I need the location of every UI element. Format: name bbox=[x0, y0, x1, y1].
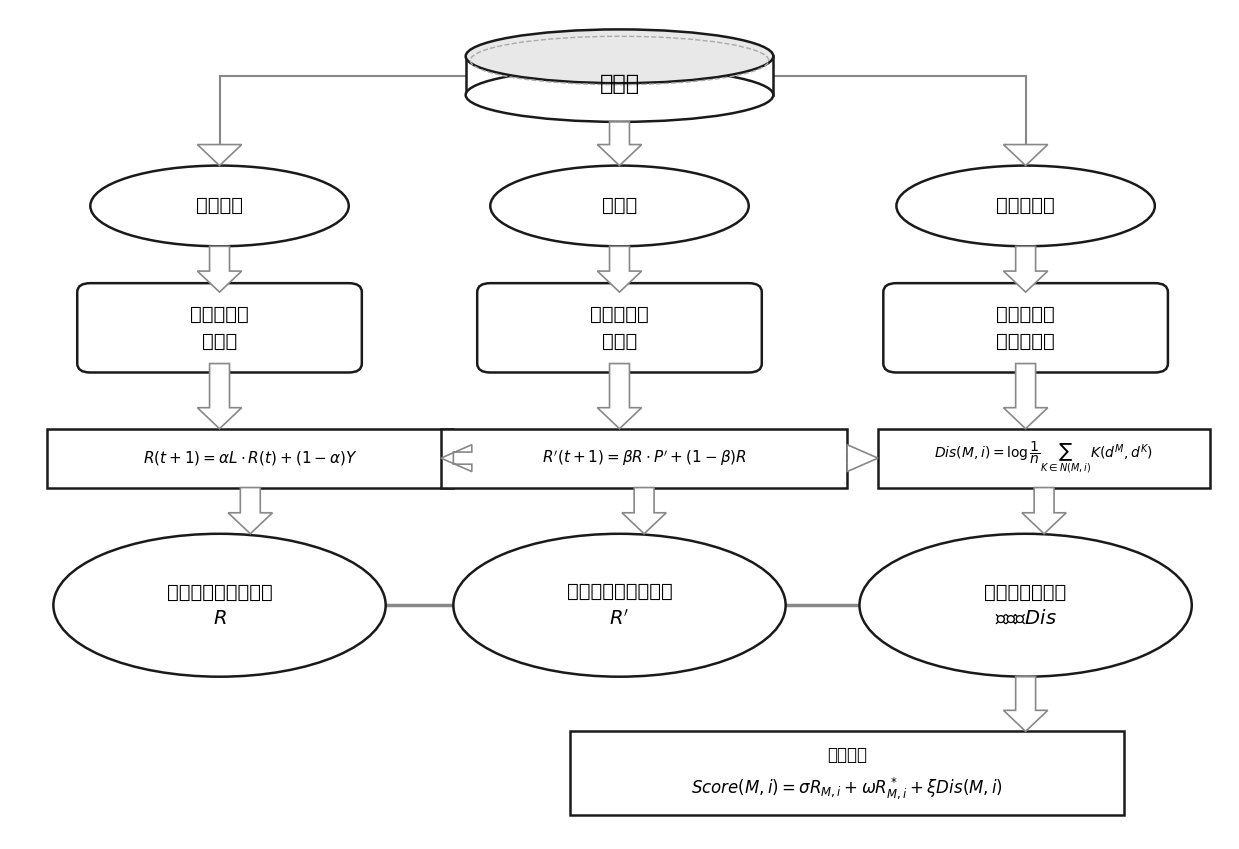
Ellipse shape bbox=[53, 534, 385, 677]
Text: 基于图像的
图学习: 基于图像的 图学习 bbox=[190, 305, 249, 351]
Polygon shape bbox=[622, 487, 667, 534]
Polygon shape bbox=[1004, 246, 1048, 292]
FancyBboxPatch shape bbox=[77, 284, 362, 373]
Polygon shape bbox=[228, 487, 273, 534]
Polygon shape bbox=[197, 363, 242, 429]
Text: 基于图像的得分矩阵
$R$: 基于图像的得分矩阵 $R$ bbox=[167, 582, 273, 628]
Ellipse shape bbox=[466, 30, 773, 83]
Text: 图像与标签
之间的映射: 图像与标签 之间的映射 bbox=[996, 305, 1054, 351]
Polygon shape bbox=[1004, 144, 1048, 166]
Polygon shape bbox=[1022, 487, 1067, 534]
Text: 数据集: 数据集 bbox=[600, 74, 639, 94]
Text: 基于标签的得分矩阵
$R'$: 基于标签的得分矩阵 $R'$ bbox=[566, 582, 673, 629]
Ellipse shape bbox=[466, 68, 773, 122]
Ellipse shape bbox=[896, 166, 1155, 246]
Polygon shape bbox=[597, 363, 642, 429]
Ellipse shape bbox=[860, 534, 1192, 677]
Ellipse shape bbox=[453, 534, 786, 677]
Polygon shape bbox=[597, 246, 642, 292]
FancyBboxPatch shape bbox=[883, 284, 1168, 373]
Polygon shape bbox=[441, 445, 472, 471]
FancyBboxPatch shape bbox=[477, 284, 762, 373]
Polygon shape bbox=[197, 144, 242, 166]
Text: $Dis(M,i)=\log\dfrac{1}{n}\underset{K\in N(M,i)}{\sum}K(d^M,d^K)$: $Dis(M,i)=\log\dfrac{1}{n}\underset{K\in… bbox=[934, 440, 1154, 476]
Polygon shape bbox=[197, 246, 242, 292]
Text: 基于标签的
图学习: 基于标签的 图学习 bbox=[590, 305, 649, 351]
FancyBboxPatch shape bbox=[466, 56, 773, 95]
Bar bbox=[47, 429, 453, 487]
Text: $R(t+1) = \alpha L \cdot R(t)+(1-\alpha)Y$: $R(t+1) = \alpha L \cdot R(t)+(1-\alpha)… bbox=[142, 449, 358, 467]
Text: 最终得分
$Score(M,i)=\sigma R_{M,i}+\omega R^*_{M,i}+\xi Dis(M,i)$: 最终得分 $Score(M,i)=\sigma R_{M,i}+\omega R… bbox=[691, 746, 1004, 801]
Polygon shape bbox=[847, 445, 878, 471]
Polygon shape bbox=[597, 122, 642, 166]
Text: 标签集: 标签集 bbox=[602, 196, 637, 216]
Polygon shape bbox=[1004, 677, 1048, 731]
Bar bbox=[570, 731, 1124, 815]
Bar bbox=[878, 429, 1211, 487]
Polygon shape bbox=[1004, 363, 1048, 429]
Text: 图像特征: 图像特征 bbox=[196, 196, 243, 216]
Ellipse shape bbox=[90, 166, 348, 246]
Text: 基于图像与标签
的得分$Dis$: 基于图像与标签 的得分$Dis$ bbox=[985, 582, 1067, 628]
Ellipse shape bbox=[491, 166, 748, 246]
Bar bbox=[441, 429, 847, 487]
Text: 标注的图像: 标注的图像 bbox=[996, 196, 1054, 216]
Text: $R'(t+1)=\beta R \cdot P'+(1-\beta )R$: $R'(t+1)=\beta R \cdot P'+(1-\beta )R$ bbox=[541, 448, 746, 468]
